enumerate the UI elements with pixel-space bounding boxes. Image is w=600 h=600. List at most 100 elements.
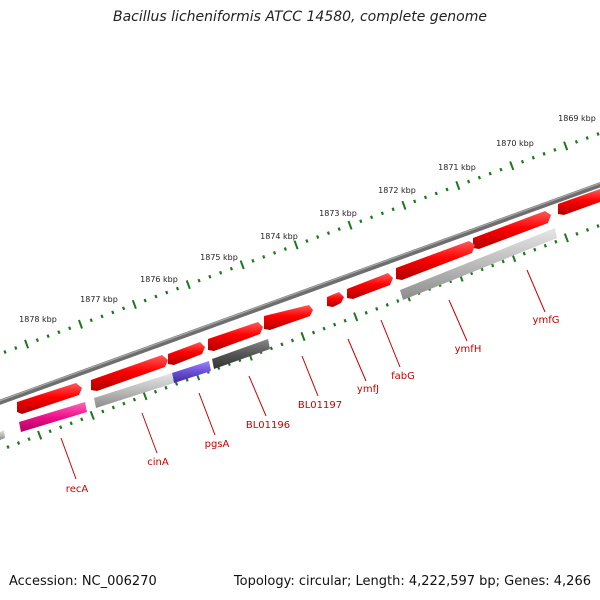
scale-minor-tick	[477, 175, 481, 180]
scale-minor-tick	[229, 266, 234, 271]
label-leader-line	[301, 355, 319, 397]
reverse-strand-features	[0, 228, 557, 440]
feature-arrow	[208, 322, 263, 351]
outer-scale	[3, 132, 600, 354]
scale-label: 1875 kbp	[200, 253, 238, 262]
scale-minor-tick	[445, 187, 449, 192]
scale-minor-tick	[585, 228, 590, 232]
scale-major-tick	[77, 319, 83, 329]
scale-minor-tick	[122, 401, 126, 406]
label-leader-line	[526, 269, 546, 313]
scale-minor-tick	[59, 425, 63, 430]
scale-minor-tick	[69, 421, 73, 426]
feature-box	[19, 402, 87, 432]
genome-backbone	[0, 182, 600, 405]
scale-minor-tick	[596, 132, 600, 136]
scale-label: 1874 kbp	[260, 232, 298, 241]
scale-minor-tick	[501, 259, 505, 264]
scale-label: 1870 kbp	[496, 139, 534, 148]
scale-minor-tick	[343, 318, 347, 323]
scale-minor-tick	[423, 195, 428, 200]
scale-minor-tick	[322, 326, 326, 331]
label-leader-line	[248, 375, 267, 417]
feature-arrow	[17, 383, 82, 414]
genome-backbone-highlight	[0, 182, 600, 402]
feature-arrow	[473, 211, 551, 249]
scale-minor-tick	[488, 171, 492, 176]
label-leader-line	[60, 437, 77, 480]
scale-minor-tick	[80, 417, 84, 422]
label-leader-line	[448, 299, 468, 342]
gene-label: fabG	[391, 371, 415, 382]
scale-minor-tick	[16, 441, 21, 445]
feature-arrow	[168, 342, 205, 365]
feature-box	[212, 339, 270, 369]
scale-major-tick	[293, 240, 299, 250]
scale-minor-tick	[480, 267, 484, 272]
scale-minor-tick	[143, 298, 147, 303]
scale-minor-tick	[554, 239, 558, 244]
scale-major-tick	[142, 391, 148, 401]
feature-box	[0, 430, 5, 440]
scale-minor-tick	[533, 247, 537, 252]
scale-major-tick	[563, 141, 569, 151]
feature-box	[94, 373, 174, 408]
scale-minor-tick	[89, 318, 93, 323]
scale-minor-tick	[154, 294, 158, 299]
scale-minor-tick	[208, 274, 212, 279]
scale-minor-tick	[111, 310, 115, 315]
feature-arrow	[347, 273, 393, 299]
scale-minor-tick	[251, 258, 255, 263]
scale-minor-tick	[153, 389, 158, 394]
scale-minor-tick	[283, 247, 287, 251]
scale-minor-tick	[14, 346, 18, 350]
scale-minor-tick	[396, 299, 400, 303]
scale-label: 1869 kbp	[558, 114, 596, 123]
scale-major-tick	[353, 312, 359, 322]
label-leaders	[60, 269, 546, 480]
feature-box	[400, 228, 557, 300]
scale-minor-tick	[333, 322, 337, 327]
scale-minor-tick	[596, 224, 600, 228]
scale-minor-tick	[165, 290, 169, 295]
scale-major-tick	[185, 280, 191, 290]
feature-arrow	[558, 189, 600, 215]
scale-label: 1878 kbp	[19, 315, 57, 324]
forward-strand-features	[17, 189, 600, 414]
scale-minor-tick	[499, 167, 503, 172]
scale-minor-tick	[68, 326, 72, 331]
scale-minor-tick	[35, 338, 39, 342]
label-leader-line	[347, 338, 367, 382]
label-leader-line	[380, 319, 401, 368]
scale-major-tick	[131, 299, 137, 310]
feature-arrow	[396, 241, 475, 280]
scale-minor-tick	[174, 381, 179, 386]
scale-minor-tick	[175, 286, 180, 291]
scale-minor-tick	[467, 179, 471, 184]
scale-major-tick	[455, 180, 461, 191]
gene-label: recA	[66, 484, 89, 495]
scale-major-tick	[37, 430, 43, 440]
scale-minor-tick	[219, 270, 223, 275]
scale-minor-tick	[262, 254, 266, 259]
scale-minor-tick	[574, 140, 579, 144]
scale-minor-tick	[434, 191, 438, 196]
scale-minor-tick	[48, 429, 52, 434]
scale-minor-tick	[197, 278, 201, 283]
scale-major-tick	[509, 161, 515, 171]
feature-arrow	[91, 355, 168, 391]
scale-minor-tick	[164, 385, 168, 390]
scale-minor-tick	[369, 215, 374, 220]
scale-minor-tick	[375, 306, 379, 311]
scale-minor-tick	[3, 350, 7, 354]
feature-arrow	[264, 305, 313, 330]
scale-label: 1872 kbp	[378, 186, 416, 195]
scale-minor-tick	[269, 346, 273, 351]
scale-major-tick	[347, 220, 353, 230]
scale-minor-tick	[272, 251, 277, 255]
map-title: Bacillus licheniformis ATCC 14580, compl…	[113, 9, 487, 25]
scale-minor-tick	[122, 306, 126, 311]
scale-major-tick	[300, 331, 306, 342]
scale-minor-tick	[290, 338, 295, 343]
gene-label: ymfG	[533, 315, 560, 326]
